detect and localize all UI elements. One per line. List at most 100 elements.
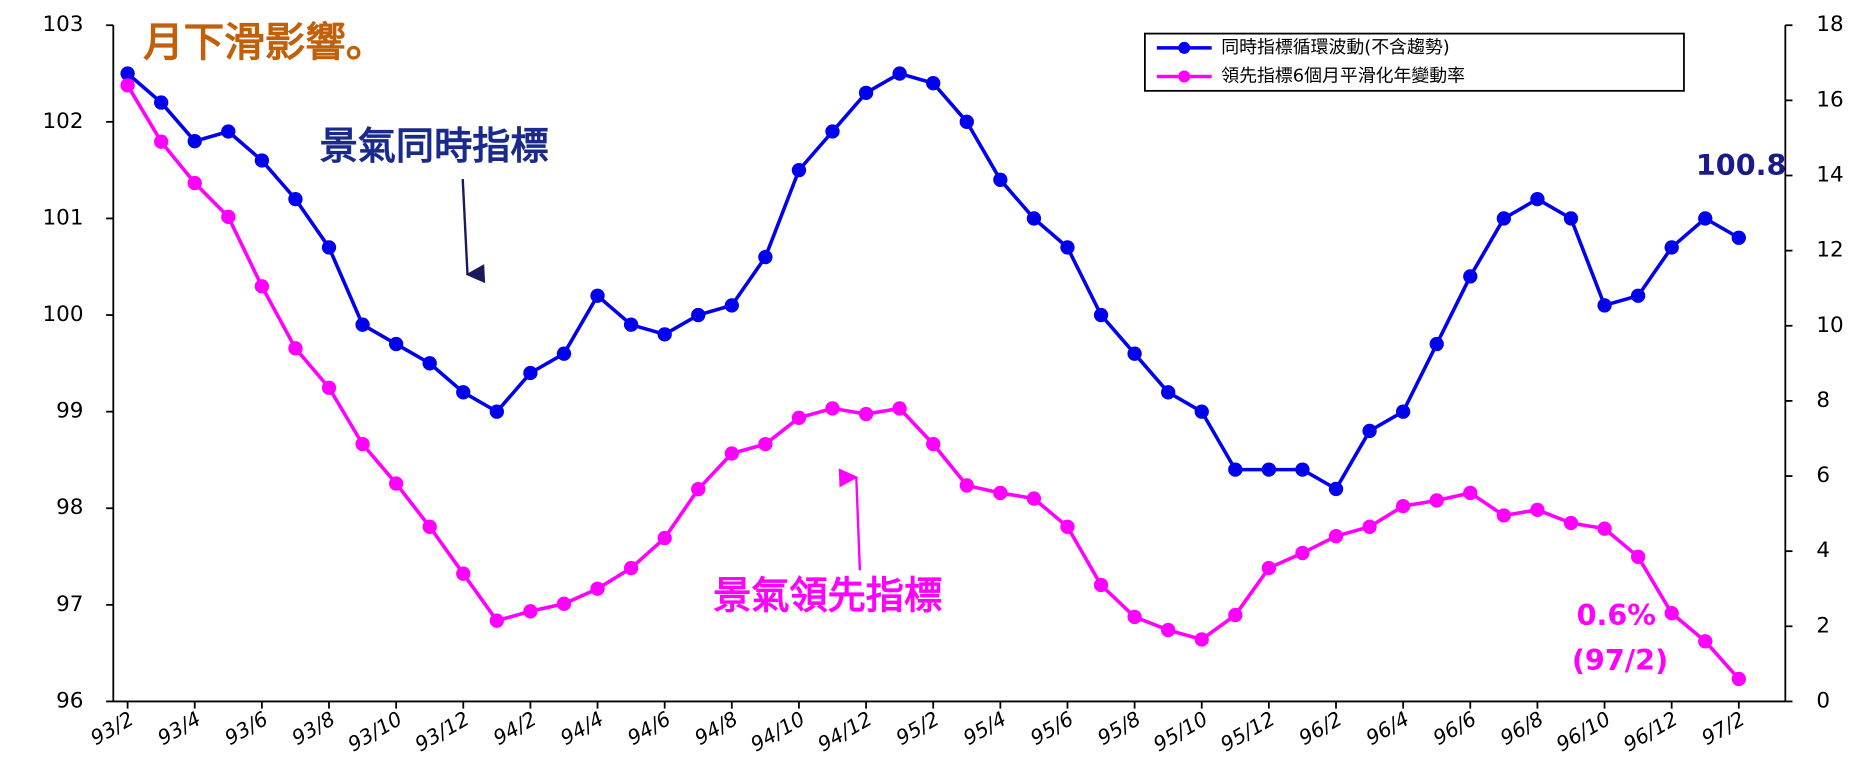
chart-title: 月下滑影響。 <box>143 18 386 66</box>
data-point <box>221 124 236 139</box>
data-point <box>858 406 874 422</box>
data-point <box>422 519 437 534</box>
data-point <box>556 596 572 611</box>
legend-marker <box>1178 70 1191 83</box>
data-point <box>355 436 370 452</box>
data-point <box>691 482 706 497</box>
x-tick-label: 95/12 <box>1216 706 1279 756</box>
arrow <box>838 468 862 571</box>
x-tick-label: 93/12 <box>411 706 474 756</box>
data-point <box>1127 346 1142 361</box>
data-point <box>388 476 404 491</box>
legend-marker <box>1178 41 1191 54</box>
data-point <box>1698 634 1713 649</box>
data-point <box>388 336 404 352</box>
data-point <box>1597 298 1612 313</box>
data-point <box>1328 481 1344 497</box>
data-point <box>791 410 807 425</box>
data-label: 100.8 <box>1696 148 1787 182</box>
x-tick-label: 94/10 <box>746 706 809 756</box>
data-point <box>623 560 639 576</box>
y-tick-label: 96 <box>56 688 83 713</box>
data-point <box>321 240 337 255</box>
data-point <box>1664 606 1679 621</box>
data-point <box>1026 211 1042 226</box>
y2-tick-label: 0 <box>1816 688 1830 713</box>
data-point <box>1496 211 1512 226</box>
x-tick-label: 96/2 <box>1295 706 1346 750</box>
data-point <box>724 446 739 461</box>
data-point <box>1664 240 1679 255</box>
data-point <box>489 613 504 628</box>
arrow <box>461 179 486 284</box>
data-point <box>523 365 538 381</box>
data-point <box>1395 498 1411 514</box>
data-point <box>1362 423 1377 439</box>
data-point <box>1463 485 1478 501</box>
data-point <box>1060 240 1075 255</box>
data-point <box>288 341 303 356</box>
data-point <box>523 604 538 619</box>
x-tick-label: 95/4 <box>959 706 1010 750</box>
annotation: 景氣同時指標 <box>320 123 549 168</box>
data-point <box>791 162 807 178</box>
x-tick-label: 94/4 <box>556 706 607 750</box>
data-point <box>758 436 773 452</box>
x-tick-label: 96/8 <box>1496 706 1548 750</box>
data-point <box>993 172 1008 187</box>
legend-label: 同時指標循環波動(不含趨勢) <box>1221 37 1449 58</box>
legend-label: 領先指標6個月平滑化年變動率 <box>1221 66 1465 87</box>
y-tick-label: 97 <box>56 592 83 617</box>
data-point <box>892 66 907 81</box>
data-point <box>187 175 202 191</box>
data-point <box>1563 211 1579 226</box>
x-tick-label: 93/8 <box>288 706 340 750</box>
data-point <box>1295 462 1310 477</box>
x-tick-label: 93/4 <box>153 706 204 750</box>
data-point <box>657 530 672 546</box>
data-point <box>691 307 706 323</box>
y2-tick-label: 4 <box>1816 538 1830 563</box>
data-point <box>120 78 135 93</box>
data-point <box>724 298 739 313</box>
data-point <box>825 124 840 139</box>
data-point <box>993 485 1008 501</box>
data-point <box>1127 609 1142 625</box>
data-point <box>1194 632 1209 647</box>
x-tick-label: 96/12 <box>1619 706 1682 756</box>
data-point <box>858 85 874 101</box>
y2-tick-label: 18 <box>1816 12 1843 37</box>
data-point <box>959 478 974 493</box>
data-point <box>1026 491 1042 506</box>
data-point <box>1328 528 1344 544</box>
data-point <box>1161 622 1176 638</box>
y-tick-label: 103 <box>43 12 84 37</box>
legend-box <box>1144 32 1685 92</box>
data-point <box>825 401 840 416</box>
data-point <box>1530 502 1545 518</box>
x-tick-label: 94/2 <box>489 706 540 750</box>
x-tick-label: 94/12 <box>814 706 877 756</box>
data-point <box>1295 545 1310 561</box>
data-point <box>1429 336 1444 352</box>
data-point <box>120 66 135 81</box>
data-point <box>1530 191 1545 207</box>
data-point <box>187 134 202 149</box>
data-point <box>456 566 471 581</box>
y2-tick-label: 2 <box>1816 613 1830 638</box>
data-point <box>1630 549 1646 564</box>
data-point <box>1731 230 1746 245</box>
data-point <box>254 279 270 294</box>
data-point <box>254 153 270 168</box>
data-point <box>288 191 303 207</box>
x-tick-label: 94/8 <box>690 706 742 750</box>
annotation: 景氣領先指標 <box>713 572 942 617</box>
y2-tick-label: 8 <box>1816 388 1830 413</box>
data-point <box>489 404 504 419</box>
y-tick-label: 102 <box>43 109 84 134</box>
x-tick-label: 93/2 <box>86 706 137 750</box>
data-point <box>623 317 639 332</box>
data-point <box>892 401 907 416</box>
data-label: (97/2) <box>1572 643 1668 677</box>
x-tick-label: 95/10 <box>1149 706 1212 756</box>
